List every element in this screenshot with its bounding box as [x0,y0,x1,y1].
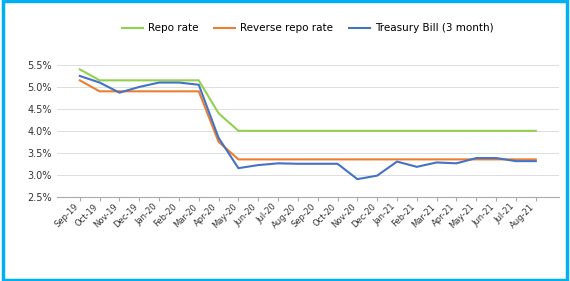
Treasury Bill (3 month) [314,162,321,166]
Treasury Bill (3 month) [76,74,83,78]
Repo rate [374,129,381,133]
Reverse repo rate [512,158,519,161]
Repo rate [116,79,123,82]
Treasury Bill (3 month) [156,81,162,84]
Repo rate [196,79,202,82]
Line: Reverse repo rate: Reverse repo rate [80,80,536,159]
Treasury Bill (3 month) [473,156,480,160]
Treasury Bill (3 month) [235,166,242,170]
Reverse repo rate [334,158,341,161]
Repo rate [473,129,480,133]
Repo rate [96,79,103,82]
Repo rate [433,129,440,133]
Treasury Bill (3 month) [215,136,222,140]
Reverse repo rate [394,158,401,161]
Repo rate [295,129,302,133]
Repo rate [334,129,341,133]
Reverse repo rate [215,140,222,144]
Treasury Bill (3 month) [136,85,142,89]
Treasury Bill (3 month) [532,159,539,163]
Repo rate [512,129,519,133]
Reverse repo rate [116,90,123,93]
Repo rate [275,129,282,133]
Repo rate [215,112,222,115]
Repo rate [532,129,539,133]
Reverse repo rate [433,158,440,161]
Reverse repo rate [196,90,202,93]
Repo rate [136,79,142,82]
Treasury Bill (3 month) [374,174,381,177]
Reverse repo rate [76,79,83,82]
Reverse repo rate [314,158,321,161]
Treasury Bill (3 month) [176,81,182,84]
Treasury Bill (3 month) [295,162,302,166]
Legend: Repo rate, Reverse repo rate, Treasury Bill (3 month): Repo rate, Reverse repo rate, Treasury B… [118,19,498,38]
Repo rate [76,68,83,71]
Reverse repo rate [156,90,162,93]
Treasury Bill (3 month) [394,160,401,163]
Treasury Bill (3 month) [492,156,499,160]
Treasury Bill (3 month) [96,81,103,84]
Repo rate [394,129,401,133]
Reverse repo rate [255,158,262,161]
Repo rate [156,79,162,82]
Repo rate [492,129,499,133]
Reverse repo rate [275,158,282,161]
Reverse repo rate [374,158,381,161]
Reverse repo rate [295,158,302,161]
Treasury Bill (3 month) [453,162,460,165]
Repo rate [413,129,420,133]
Treasury Bill (3 month) [512,159,519,163]
Reverse repo rate [413,158,420,161]
Line: Treasury Bill (3 month): Treasury Bill (3 month) [80,76,536,179]
Reverse repo rate [492,158,499,161]
Repo rate [314,129,321,133]
Treasury Bill (3 month) [255,163,262,167]
Reverse repo rate [176,90,182,93]
Reverse repo rate [235,158,242,161]
Treasury Bill (3 month) [354,178,361,181]
Treasury Bill (3 month) [196,83,202,87]
Treasury Bill (3 month) [275,162,282,165]
Reverse repo rate [136,90,142,93]
Repo rate [453,129,460,133]
Line: Repo rate: Repo rate [80,69,536,131]
Treasury Bill (3 month) [413,165,420,169]
Repo rate [354,129,361,133]
Repo rate [235,129,242,133]
Reverse repo rate [96,90,103,93]
Repo rate [255,129,262,133]
Treasury Bill (3 month) [334,162,341,166]
Reverse repo rate [453,158,460,161]
Reverse repo rate [354,158,361,161]
Repo rate [176,79,182,82]
Treasury Bill (3 month) [433,161,440,164]
Reverse repo rate [532,158,539,161]
Reverse repo rate [473,158,480,161]
Treasury Bill (3 month) [116,91,123,94]
